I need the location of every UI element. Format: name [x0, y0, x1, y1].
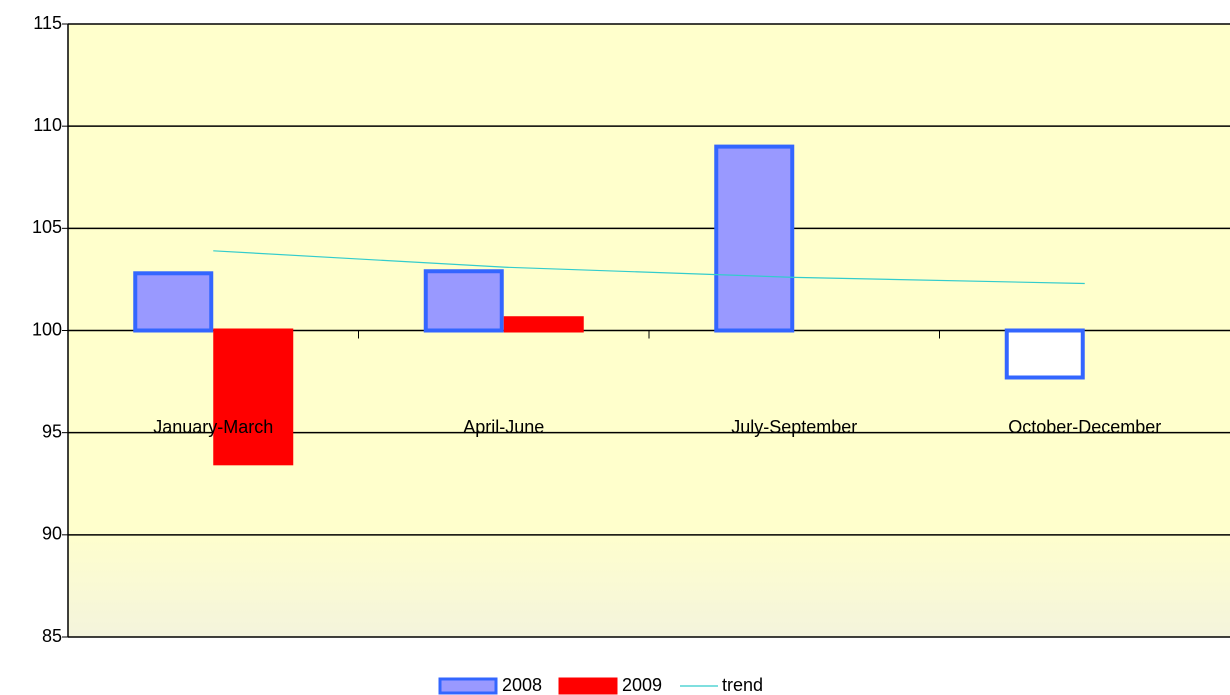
y-tick-label: 85 [42, 626, 62, 646]
legend-swatch [558, 677, 618, 695]
y-tick-label: 110 [33, 115, 62, 135]
bar [423, 269, 504, 333]
x-tick-label: January-March [153, 417, 273, 437]
x-tick-label: July-September [731, 417, 857, 437]
y-tick-label: 115 [33, 13, 62, 33]
y-tick-label: 100 [32, 319, 62, 339]
y-tick-label: 105 [32, 217, 62, 237]
x-tick-label: October-December [1008, 417, 1161, 437]
bar [133, 271, 214, 333]
x-tick-label: April-June [463, 417, 544, 437]
legend-label: 2009 [622, 675, 662, 695]
trend-line [213, 250, 1085, 285]
y-tick-label: 90 [42, 524, 62, 544]
bar [1004, 328, 1085, 380]
legend-swatch [438, 677, 498, 695]
bar [503, 316, 584, 333]
y-tick-label: 95 [42, 421, 62, 441]
bar [213, 328, 294, 466]
legend-label: trend [722, 675, 763, 695]
bar [714, 144, 795, 333]
legend-label: 2008 [502, 675, 542, 695]
